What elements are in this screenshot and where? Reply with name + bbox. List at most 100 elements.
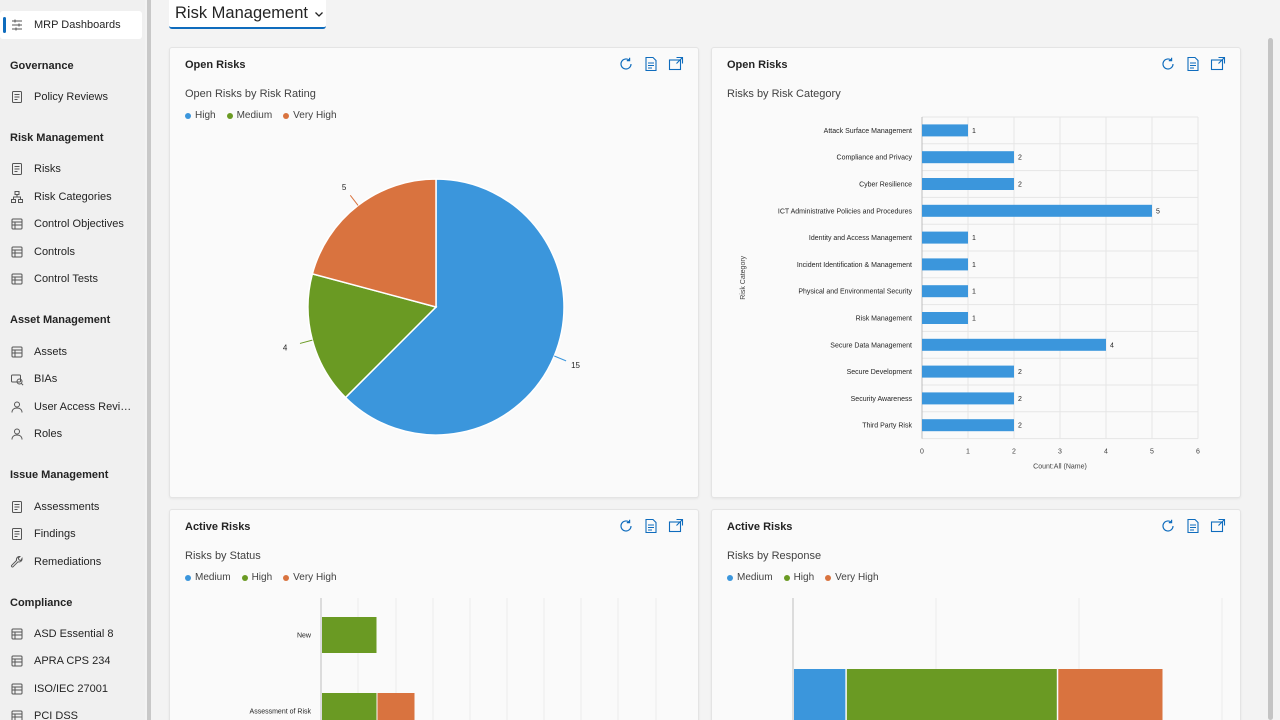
expand-icon[interactable] [1210, 518, 1226, 534]
y-category-label: Third Party Risk [862, 423, 912, 430]
sidebar-section-heading: Governance [10, 60, 74, 72]
vertical-scrollbar[interactable] [1268, 38, 1273, 720]
sidebar-item-assets[interactable]: Assets [0, 341, 145, 363]
view-records-icon[interactable] [1185, 56, 1201, 72]
legend-swatch [727, 574, 733, 581]
bar-data-label: 2 [1018, 155, 1022, 162]
legend-item[interactable]: Very High [283, 110, 337, 121]
bar-data-label: 2 [1018, 423, 1022, 430]
view-records-icon[interactable] [1185, 518, 1201, 534]
x-tick-label: 5 [1150, 449, 1154, 456]
sidebar-section-heading: Asset Management [10, 314, 111, 326]
expand-icon[interactable] [668, 56, 684, 72]
bar-data-label: 2 [1018, 182, 1022, 189]
x-tick-label: 3 [1058, 449, 1062, 456]
legend-item[interactable]: Medium [727, 572, 773, 583]
bar-data-label: 2 [1018, 396, 1022, 403]
sidebar-item-pci-dss[interactable]: PCI DSS [0, 705, 145, 720]
pie-leader-line [349, 194, 359, 206]
bar-segment [846, 669, 1057, 720]
sidebar-section-heading: Issue Management [10, 469, 109, 481]
chart-legend: Medium High Very High [185, 572, 337, 583]
sidebar-item-apra-cps-234[interactable]: APRA CPS 234 [0, 650, 145, 672]
card-title: Active Risks [185, 521, 251, 533]
sidebar-item-risk-categories[interactable]: Risk Categories [0, 186, 145, 208]
y-axis-title: Risk Category [740, 255, 747, 299]
refresh-icon[interactable] [1160, 56, 1176, 72]
legend-item[interactable]: High [185, 110, 216, 121]
bar [922, 365, 1014, 378]
sidebar-item-label: APRA CPS 234 [34, 655, 111, 667]
bar [922, 285, 968, 298]
x-tick-label: 2 [1012, 449, 1016, 456]
table-icon [10, 272, 24, 286]
refresh-icon[interactable] [1160, 518, 1176, 534]
main-content: Risk Management Open Risks Open Risks by… [151, 0, 1280, 720]
refresh-icon[interactable] [618, 56, 634, 72]
sidebar-item-assessments[interactable]: Assessments [0, 496, 145, 518]
legend-swatch [185, 574, 191, 581]
active-risks-response-card: Active Risks Risks by Response Medium Hig… [711, 509, 1241, 720]
y-category-label: Physical and Environmental Security [798, 289, 912, 296]
sidebar-item-controls[interactable]: Controls [0, 241, 145, 263]
expand-icon[interactable] [668, 518, 684, 534]
legend-item[interactable]: Medium [185, 572, 231, 583]
sidebar-item-findings[interactable]: Findings [0, 523, 145, 545]
card-title: Active Risks [727, 521, 793, 533]
legend-item[interactable]: High [241, 572, 272, 583]
legend-swatch [226, 112, 233, 119]
sidebar-item-remediations[interactable]: Remediations [0, 551, 145, 573]
sidebar-item-iso-iec-27001[interactable]: ISO/IEC 27001 [0, 678, 145, 700]
sidebar-splitter[interactable] [147, 0, 151, 720]
card-title: Open Risks [727, 59, 788, 71]
view-records-icon[interactable] [643, 56, 659, 72]
bar-segment [322, 693, 377, 720]
bar-data-label: 1 [972, 128, 976, 135]
legend-label: Very High [293, 572, 337, 583]
sidebar-item-asd-essential-8[interactable]: ASD Essential 8 [0, 623, 145, 645]
legend-item[interactable]: Very High [825, 572, 879, 583]
sidebar-item-user-access-revie[interactable]: User Access Revie... [0, 396, 145, 418]
refresh-icon[interactable] [618, 518, 634, 534]
sidebar-item-control-objectives[interactable]: Control Objectives [0, 213, 145, 235]
legend-item[interactable]: High [783, 572, 814, 583]
dashboard-selector[interactable]: Risk Management [169, 0, 326, 29]
open-risks-rating-card: Open Risks Open Risks by Risk Rating Hig… [169, 47, 699, 498]
sidebar-item-roles[interactable]: Roles [0, 423, 145, 445]
bar-data-label: 1 [972, 289, 976, 296]
sidebar-item-control-tests[interactable]: Control Tests [0, 268, 145, 290]
bar [922, 204, 1152, 217]
table-icon [10, 245, 24, 259]
legend-label: Medium [737, 572, 773, 583]
y-category-label: Cyber Resilience [859, 182, 912, 189]
legend-item[interactable]: Medium [226, 110, 272, 121]
sidebar-item-label: Findings [34, 528, 76, 540]
sidebar-item-risks[interactable]: Risks [0, 158, 145, 180]
chevron-down-icon [315, 11, 323, 17]
y-category-label: New [297, 633, 312, 640]
response-bar-chart [792, 598, 1223, 720]
expand-icon[interactable] [1210, 56, 1226, 72]
pie-leader-line [299, 339, 313, 344]
card-toolbar [618, 56, 684, 72]
person-icon [10, 400, 24, 414]
sidebar-item-mrp-dashboards[interactable]: MRP Dashboards [0, 11, 142, 39]
legend-item[interactable]: Very High [283, 572, 337, 583]
bar [922, 231, 968, 244]
x-axis-title: Count:All (Name) [1033, 464, 1087, 471]
sidebar-item-label: MRP Dashboards [34, 19, 121, 31]
sidebar-item-mrp-dashboards-row[interactable]: MRP Dashboards [0, 14, 145, 36]
open-risks-category-card: Open Risks Risks by Risk Category 0 1 2 3 4 5… [711, 47, 1241, 498]
hierarchy-icon [10, 190, 24, 204]
x-tick-label: 4 [1104, 449, 1108, 456]
legend-label: High [195, 110, 216, 121]
bar [922, 312, 968, 324]
document-icon [10, 500, 24, 514]
wrench-icon [10, 555, 24, 569]
sidebar-item-policy-reviews[interactable]: Policy Reviews [0, 86, 145, 108]
table-icon [10, 345, 24, 359]
bar [922, 392, 1014, 405]
view-records-icon[interactable] [643, 518, 659, 534]
pie-data-label: 15 [571, 361, 580, 370]
sidebar-item-bias[interactable]: BIAs [0, 368, 145, 390]
